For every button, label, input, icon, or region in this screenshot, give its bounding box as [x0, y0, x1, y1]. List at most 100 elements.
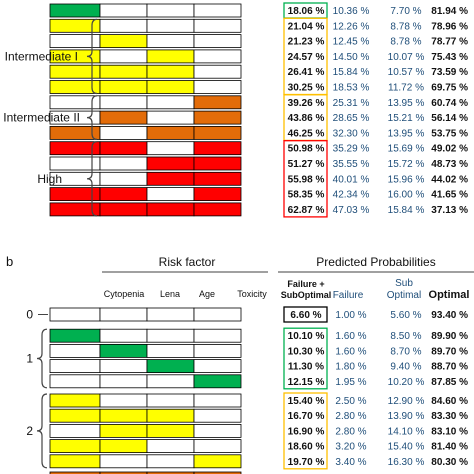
value-optimal: 80.30 %	[431, 457, 468, 468]
value-failure: 1.95 %	[335, 377, 366, 388]
risk-cell	[193, 202, 242, 217]
panel-a: 18.06 % 10.36 % 7.70 % 81.94 % 21.04 % 12.26 …	[3, 2, 468, 218]
value-sub-optimal: 14.10 %	[388, 426, 425, 437]
risk-cell	[49, 3, 101, 18]
value-failure-suboptimal: 55.98 %	[288, 174, 325, 185]
value-optimal: 81.40 %	[431, 442, 468, 453]
risk-cell	[99, 110, 148, 125]
risk-cell	[49, 439, 101, 454]
value-sub-optimal: 11.72 %	[388, 83, 424, 94]
value-failure: 1.00 %	[335, 310, 366, 321]
risk-cell	[99, 454, 148, 469]
value-optimal: 81.94 %	[431, 6, 468, 17]
value-failure-suboptimal: 10.10 %	[288, 331, 325, 342]
value-failure: 1.60 %	[335, 346, 366, 357]
value-sub-optimal: 15.40 %	[388, 442, 425, 453]
value-failure-suboptimal: 18.06 %	[288, 6, 325, 17]
value-failure-suboptimal: 62.87 %	[288, 205, 325, 216]
value-sub-optimal: 10.57 %	[388, 67, 425, 78]
value-failure-suboptimal: 21.04 %	[288, 21, 325, 32]
group-label: Intermediate II	[3, 111, 80, 125]
risk-cell	[99, 141, 148, 156]
value-optimal: 89.70 %	[431, 346, 468, 357]
predicted-title: Predicted Probabilities	[316, 255, 435, 269]
value-failure: 12.45 %	[333, 37, 370, 48]
value-failure: 3.40 %	[335, 457, 366, 468]
value-failure: 40.01 %	[333, 174, 370, 185]
risk-cell	[99, 171, 148, 186]
value-failure: 3.20 %	[335, 442, 366, 453]
risk-cell	[49, 343, 101, 358]
value-optimal: 60.74 %	[431, 98, 468, 109]
group-brace	[86, 18, 98, 95]
group-brace	[36, 393, 48, 469]
risk-cell	[99, 408, 148, 423]
risk-cell	[146, 18, 195, 33]
group-highlight-box	[283, 327, 328, 390]
risk-cell	[146, 343, 195, 358]
value-failure-suboptimal: 12.15 %	[288, 377, 325, 388]
value-failure: 12.26 %	[333, 21, 370, 32]
risk-cell	[99, 202, 148, 217]
risk-cell	[193, 343, 242, 358]
value-failure-suboptimal: 26.41 %	[288, 67, 325, 78]
risk-cell	[146, 471, 195, 474]
value-failure-suboptimal: 18.60 %	[288, 442, 325, 453]
panel-label: b	[6, 254, 13, 269]
risk-cell	[193, 471, 242, 474]
header-optimal: Optimal	[429, 289, 470, 301]
value-failure: 47.03 %	[333, 205, 370, 216]
value-sub-optimal: 13.95 %	[388, 128, 425, 139]
risk-cell	[146, 141, 195, 156]
risk-cell	[193, 156, 242, 171]
panel-b: b Risk factor Predicted Probabilities Cytop…	[6, 254, 474, 474]
value-failure-suboptimal: 16.90 %	[288, 426, 325, 437]
risk-cell	[99, 80, 148, 94]
risk-cell	[146, 374, 195, 389]
value-failure-suboptimal: 24.57 %	[288, 52, 325, 63]
risk-cell	[49, 328, 101, 343]
value-optimal: 78.96 %	[431, 21, 468, 32]
risk-cell	[146, 393, 195, 408]
value-sub-optimal: 15.84 %	[388, 205, 425, 216]
risk-cell	[146, 110, 195, 125]
value-failure: 42.34 %	[333, 190, 370, 201]
risk-cell	[193, 359, 242, 374]
risk-cell	[146, 126, 195, 140]
risk-cell	[193, 374, 242, 389]
header-failure: Failure	[333, 290, 364, 301]
risk-cell	[193, 18, 242, 33]
group-brace	[86, 141, 98, 217]
risk-cell	[146, 49, 195, 64]
risk-cell	[146, 156, 195, 171]
risk-cell	[99, 95, 148, 110]
group-label: 2	[26, 424, 33, 438]
risk-cell	[146, 3, 195, 18]
risk-cell	[193, 34, 242, 48]
risk-cell	[99, 126, 148, 140]
value-optimal: 87.85 %	[431, 377, 468, 388]
value-failure: 2.80 %	[335, 426, 366, 437]
group-label: High	[37, 172, 62, 186]
value-sub-optimal: 13.90 %	[388, 411, 425, 422]
value-optimal: 83.10 %	[431, 426, 468, 437]
value-optimal: 78.77 %	[431, 37, 468, 48]
value-failure-suboptimal: 39.26 %	[288, 98, 325, 109]
risk-cell	[146, 80, 195, 94]
value-failure: 32.30 %	[333, 128, 370, 139]
risk-cell	[146, 454, 195, 469]
group-highlight-box	[283, 306, 328, 323]
risk-cell	[193, 187, 242, 202]
risk-cell	[146, 423, 195, 438]
value-failure-suboptimal: 10.30 %	[288, 346, 325, 357]
risk-cell	[146, 171, 195, 186]
header-failure-suboptimal: SubOptimal	[281, 290, 332, 300]
risk-cell	[49, 454, 101, 469]
risk-factor-header: Cytopenia	[104, 289, 145, 299]
risk-cell	[193, 307, 242, 322]
risk-cell	[193, 171, 242, 186]
risk-cell	[146, 64, 195, 79]
group-highlight-box	[283, 140, 328, 218]
value-sub-optimal: 8.78 %	[390, 21, 421, 32]
risk-cell	[146, 408, 195, 423]
